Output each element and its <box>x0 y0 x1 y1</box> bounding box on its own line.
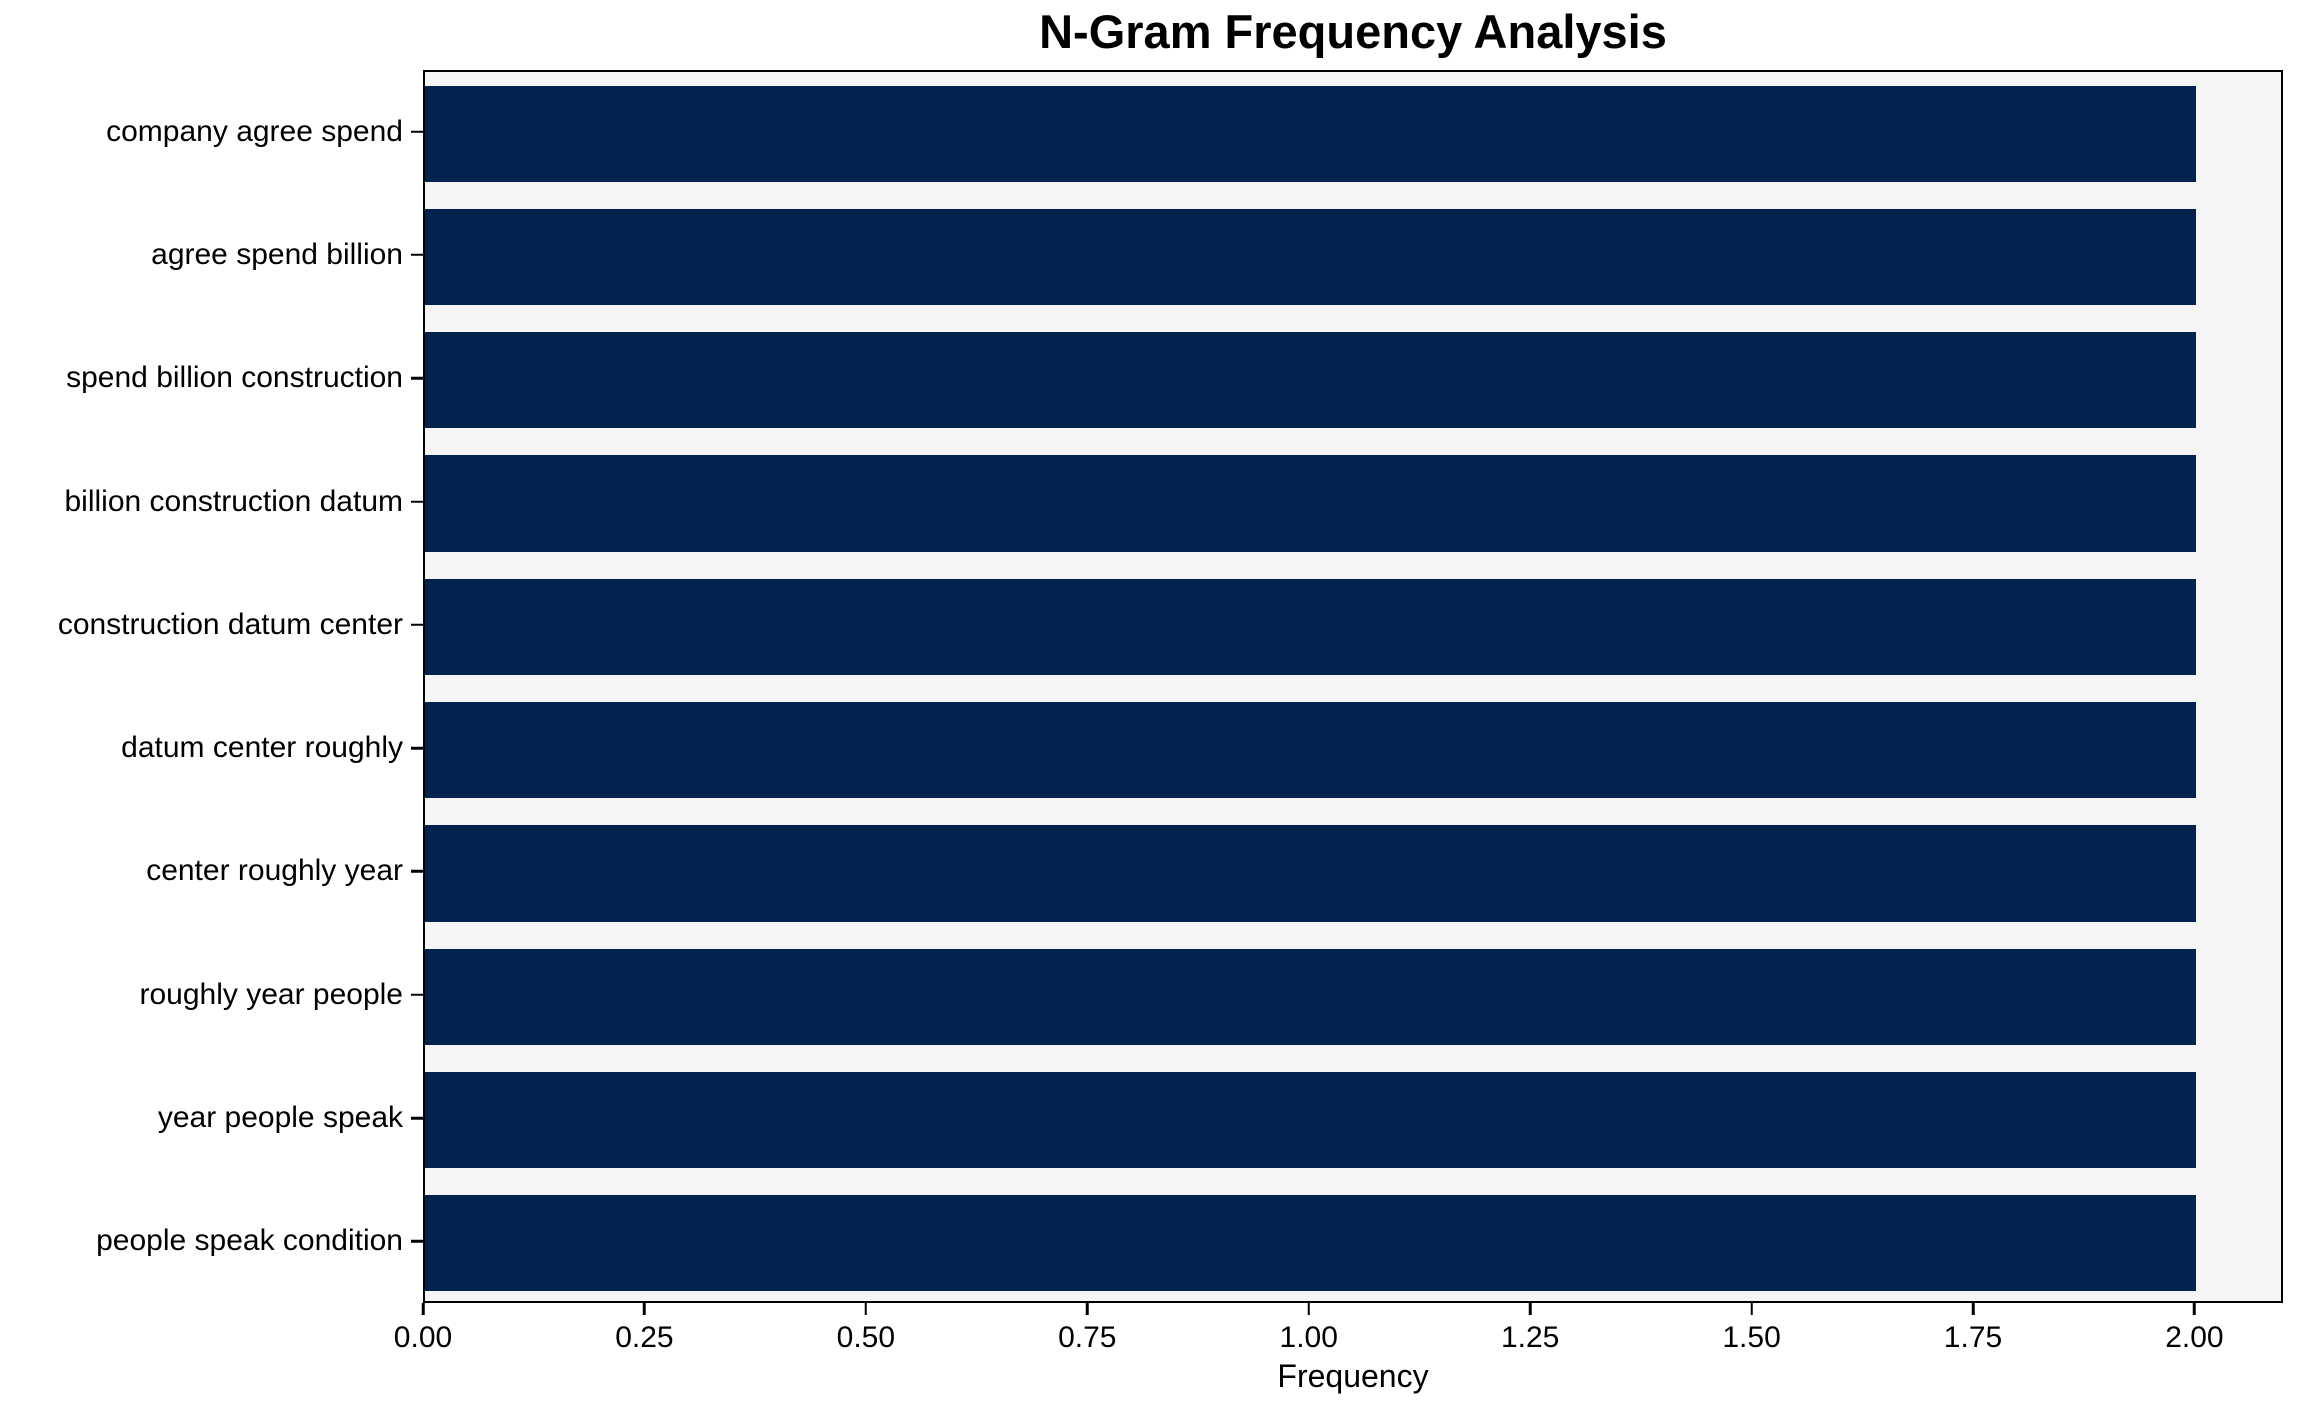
bar <box>425 702 2197 799</box>
y-tick-mark <box>411 377 423 380</box>
y-tick-label: people speak condition <box>96 1224 403 1258</box>
x-tick-label: 1.25 <box>1500 1321 1560 1354</box>
bar <box>425 85 2197 182</box>
x-tick-label: 2.00 <box>2165 1321 2224 1354</box>
chart-title: N-Gram Frequency Analysis <box>1039 5 1667 58</box>
x-tick-mark <box>1307 1303 1310 1315</box>
x-tick-label: 1.75 <box>1943 1321 2003 1354</box>
bar <box>425 455 2197 552</box>
y-tick-mark <box>411 870 423 873</box>
x-tick-label: 0.50 <box>836 1321 896 1354</box>
y-tick-mark <box>411 130 423 133</box>
bar <box>425 332 2197 429</box>
y-tick-mark <box>411 253 423 257</box>
bar <box>425 1071 2197 1169</box>
x-tick-mark <box>2193 1303 2196 1315</box>
y-tick-label: agree spend billion <box>151 237 403 271</box>
y-tick-label: construction datum center <box>57 607 403 641</box>
y-tick-mark <box>411 500 423 503</box>
x-tick-mark <box>1750 1303 1753 1315</box>
y-tick-mark <box>411 1116 423 1120</box>
y-tick-label: company agree spend <box>106 114 403 148</box>
x-tick-label: 1.50 <box>1722 1321 1781 1354</box>
x-tick-mark <box>1528 1303 1532 1315</box>
y-tick-mark <box>411 1240 423 1243</box>
y-tick-mark <box>411 623 423 627</box>
bar <box>425 1195 2197 1292</box>
bar <box>425 948 2197 1045</box>
y-tick-mark <box>411 993 423 996</box>
x-tick-label: 0.25 <box>615 1321 674 1354</box>
y-tick-label: center roughly year <box>146 854 403 888</box>
plot-area <box>423 70 2283 1303</box>
bar <box>425 208 2197 306</box>
x-tick-mark <box>643 1303 646 1315</box>
y-tick-mark <box>411 746 423 750</box>
x-axis-label: Frequency <box>1277 1358 1429 1394</box>
x-tick-label: 0.75 <box>1058 1321 1117 1354</box>
y-tick-label: year people speak <box>157 1101 403 1135</box>
x-tick-label: 1.00 <box>1279 1321 1338 1354</box>
x-tick-mark <box>421 1303 425 1315</box>
x-tick-mark <box>1971 1303 1975 1315</box>
y-tick-label: spend billion construction <box>66 361 403 395</box>
x-tick-mark <box>864 1303 868 1315</box>
y-tick-label: datum center roughly <box>121 731 403 765</box>
bar <box>425 825 2197 922</box>
bar <box>425 578 2197 675</box>
y-tick-label: roughly year people <box>139 977 403 1011</box>
x-tick-label: 0.00 <box>393 1321 453 1354</box>
x-tick-mark <box>1086 1303 1089 1315</box>
y-tick-label: billion construction datum <box>64 484 403 518</box>
